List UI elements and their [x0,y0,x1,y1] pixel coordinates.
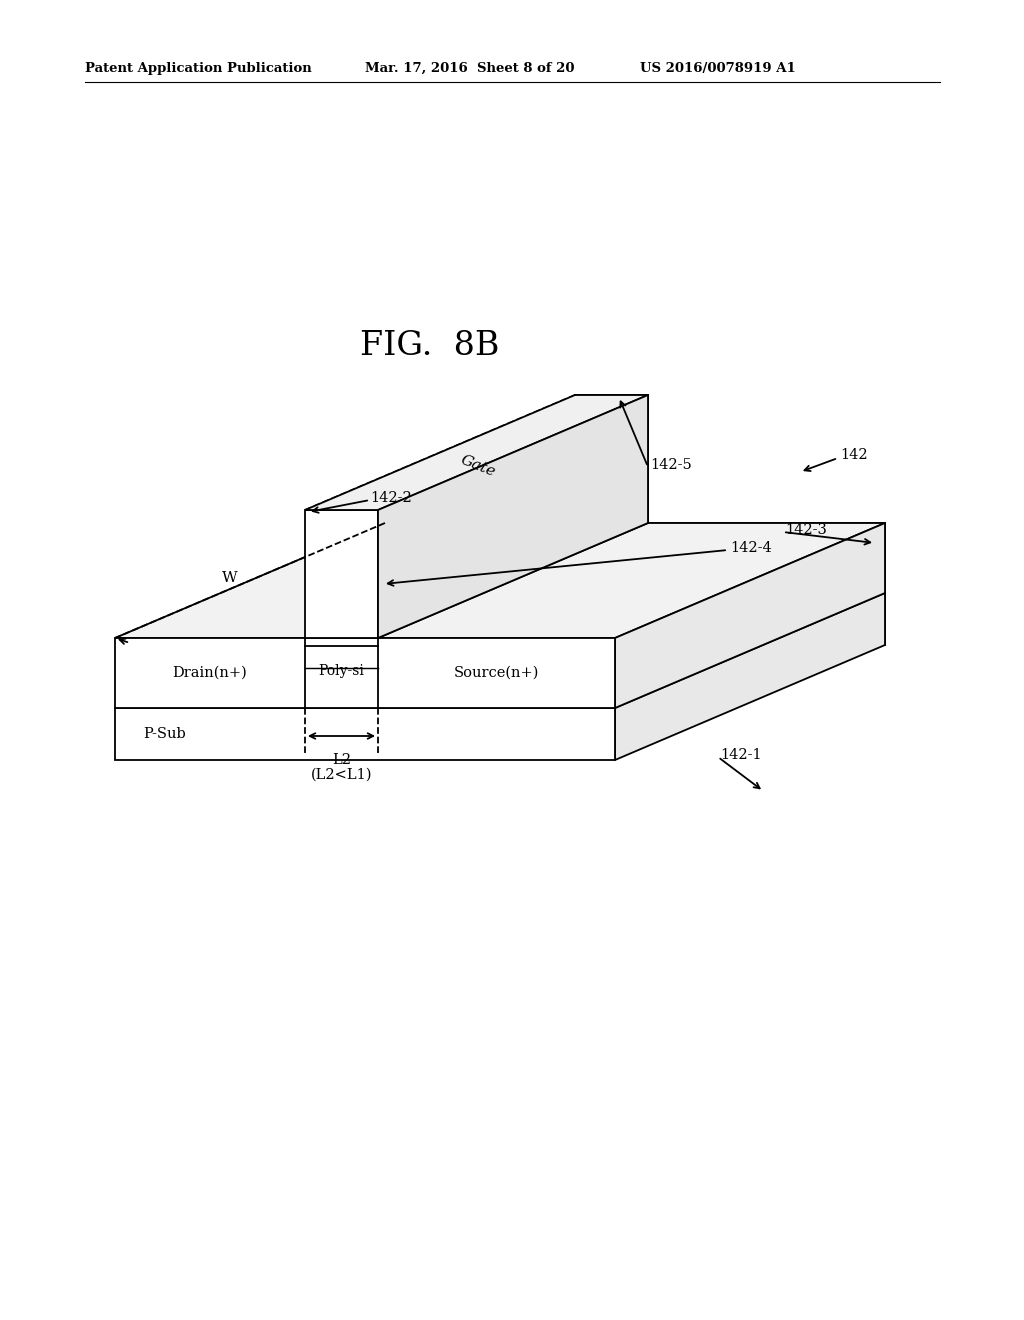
Polygon shape [305,395,648,510]
Text: Mar. 17, 2016  Sheet 8 of 20: Mar. 17, 2016 Sheet 8 of 20 [365,62,574,75]
Text: Source(n+): Source(n+) [454,667,540,680]
Text: 142: 142 [840,447,867,462]
Polygon shape [615,593,885,760]
Polygon shape [305,510,378,638]
Text: W: W [222,572,238,586]
Text: Drain(n+): Drain(n+) [173,667,248,680]
Text: 142-4: 142-4 [730,541,772,554]
Polygon shape [378,395,648,638]
Text: 142-3: 142-3 [785,523,826,537]
Text: 142-2: 142-2 [370,491,412,506]
Text: (L2<L1): (L2<L1) [310,768,373,781]
Polygon shape [115,593,885,708]
Text: 142-5: 142-5 [650,458,692,473]
Polygon shape [115,523,885,638]
Text: FIG.  8B: FIG. 8B [360,330,500,362]
Text: Poly-si: Poly-si [318,664,365,677]
Text: 142-1: 142-1 [720,748,762,762]
Polygon shape [115,708,615,760]
Text: P-Sub: P-Sub [143,727,185,741]
Text: US 2016/0078919 A1: US 2016/0078919 A1 [640,62,796,75]
Polygon shape [615,523,885,708]
Polygon shape [115,638,615,708]
Text: L2: L2 [332,752,351,767]
Text: Patent Application Publication: Patent Application Publication [85,62,311,75]
Text: Gate: Gate [459,453,498,479]
